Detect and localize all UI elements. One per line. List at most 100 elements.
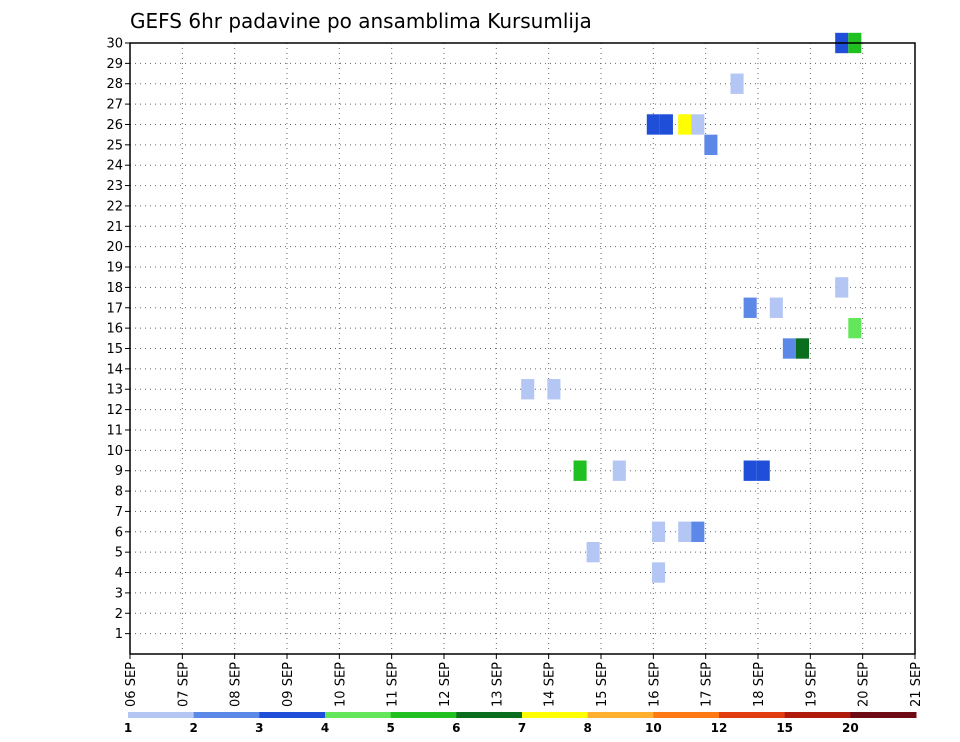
colorbar-label: 8 [583, 721, 591, 735]
precip-cell [795, 338, 810, 359]
x-tick-label: 09 SEP [281, 662, 296, 707]
precip-cell [756, 460, 770, 481]
y-axis: 1234567891011121314151617181920212223242… [106, 37, 130, 642]
y-tick-label: 3 [115, 586, 123, 601]
precip-cell [835, 277, 849, 298]
x-tick-label: 21 SEP [909, 662, 924, 707]
precip-cell [691, 114, 705, 135]
y-tick-label: 2 [115, 607, 123, 622]
y-tick-label: 13 [106, 383, 123, 398]
precip-cell [652, 521, 666, 542]
y-tick-label: 19 [106, 261, 123, 276]
x-tick-label: 14 SEP [543, 662, 558, 707]
colorbar-label: 3 [255, 721, 263, 735]
y-tick-label: 12 [106, 403, 123, 418]
colorbar-label: 4 [321, 721, 329, 735]
colorbar-label: 2 [189, 721, 197, 735]
colorbar-label: 15 [776, 721, 793, 735]
y-tick-label: 30 [106, 37, 123, 52]
colorbar-label: 12 [711, 721, 728, 735]
y-tick-label: 15 [106, 342, 123, 357]
y-tick-label: 29 [106, 57, 123, 72]
y-tick-label: 27 [106, 98, 123, 113]
colorbar-swatch [784, 712, 851, 718]
precip-cell [573, 460, 587, 481]
x-tick-label: 07 SEP [176, 662, 191, 707]
precip-cell [769, 297, 783, 318]
precip-cell [678, 521, 692, 542]
colorbar-swatch [653, 712, 720, 718]
precip-cell [704, 134, 718, 156]
y-tick-label: 23 [106, 179, 123, 194]
precip-cell [652, 562, 666, 583]
precip-cell [521, 379, 535, 400]
colorbar-label: 20 [842, 721, 859, 735]
precip-cell [659, 114, 673, 135]
precip-cell [678, 114, 692, 135]
colorbar-swatch [456, 712, 523, 718]
colorbar-label: 5 [386, 721, 394, 735]
precip-cell [743, 297, 757, 318]
y-tick-label: 14 [106, 362, 123, 377]
precip-cell [691, 521, 705, 542]
precip-cell [782, 338, 796, 359]
colorbar-swatch [850, 712, 917, 718]
colorbar-swatch [587, 712, 654, 718]
x-axis: 06 SEP 07 SEP 08 SEP 09 SEP 10 SEP 11 SEP 12 S… [124, 654, 924, 707]
colorbar-label: 6 [452, 721, 460, 735]
precip-cell [586, 541, 600, 563]
x-tick-label: 18 SEP [752, 662, 767, 707]
colorbar-swatch [128, 712, 195, 718]
x-tick-label: 10 SEP [333, 662, 348, 707]
colorbar-label: 7 [518, 721, 526, 735]
colorbar-swatch [325, 712, 392, 718]
x-tick-label: 13 SEP [490, 662, 505, 707]
precip-cell [848, 317, 862, 339]
y-tick-label: 1 [115, 627, 123, 642]
x-tick-label: 20 SEP [857, 662, 872, 707]
colorbar-label: 1 [124, 721, 132, 735]
precip-cell [730, 73, 744, 94]
colorbar-swatch [390, 712, 457, 718]
colorbar-swatch [259, 712, 326, 718]
y-tick-label: 21 [106, 220, 123, 235]
chart-title: GEFS 6hr padavine po ansamblima Kursumli… [130, 9, 592, 33]
y-tick-label: 18 [106, 281, 123, 296]
data-cells [521, 32, 862, 583]
precip-cell [646, 114, 660, 135]
y-tick-label: 9 [115, 464, 123, 479]
x-tick-label: 12 SEP [438, 662, 453, 707]
y-tick-label: 16 [106, 322, 123, 337]
precip-cell [743, 460, 757, 481]
colorbar-swatch [522, 712, 589, 718]
y-tick-label: 20 [106, 240, 123, 255]
y-tick-label: 5 [115, 546, 123, 561]
y-tick-label: 6 [115, 525, 123, 540]
y-tick-label: 28 [106, 77, 123, 92]
y-tick-label: 17 [106, 301, 123, 316]
y-tick-label: 26 [106, 118, 123, 133]
y-tick-label: 4 [115, 566, 123, 581]
x-tick-label: 08 SEP [229, 662, 244, 707]
y-tick-label: 22 [106, 199, 123, 214]
colorbar-swatch [193, 712, 260, 718]
colorbar-label: 10 [645, 721, 662, 735]
precip-cell [612, 460, 626, 481]
x-tick-label: 15 SEP [595, 662, 610, 707]
colorbar-swatch [719, 712, 786, 718]
x-tick-label: 11 SEP [386, 662, 401, 707]
y-tick-label: 8 [115, 485, 123, 500]
y-tick-label: 10 [106, 444, 123, 459]
grid-lines [130, 43, 915, 654]
y-tick-label: 25 [106, 138, 123, 153]
y-tick-label: 11 [106, 423, 123, 438]
x-tick-label: 06 SEP [124, 662, 139, 707]
colorbar: 1 2 3 4 5 6 7 8 10 12 15 20 [124, 712, 917, 735]
x-tick-label: 17 SEP [700, 662, 715, 707]
precip-cell [547, 379, 561, 400]
y-tick-label: 24 [106, 159, 123, 174]
x-tick-label: 16 SEP [647, 662, 662, 707]
x-tick-label: 19 SEP [804, 662, 819, 707]
y-tick-label: 7 [115, 505, 123, 520]
